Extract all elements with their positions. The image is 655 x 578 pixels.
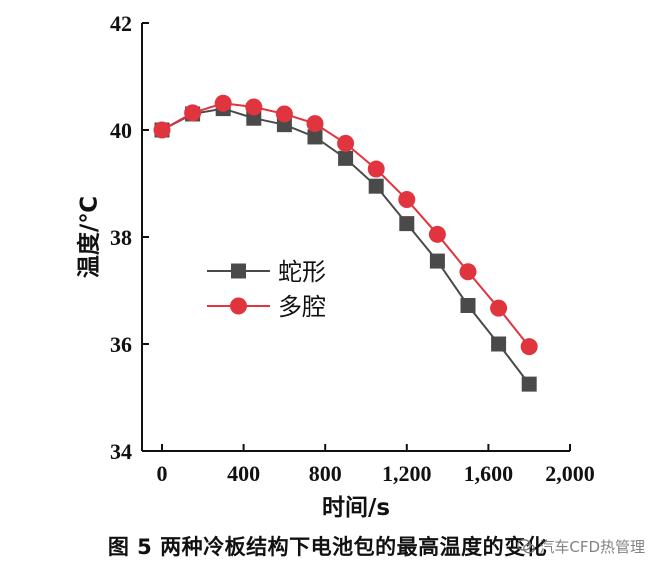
data-point [491, 336, 507, 352]
legend-marker [230, 297, 247, 315]
y-tick-label: 34 [110, 439, 132, 464]
tick-marks: 34 36 38 40 42 0 400 800 1,200 1,600 2,000 [110, 11, 595, 486]
figure-caption: 图 5 两种冷板结构下电池包的最高温度的变化 [107, 535, 548, 559]
y-tick-label: 42 [110, 11, 132, 36]
x-tick-label: 400 [227, 461, 260, 486]
legend-label: 蛇形 [278, 258, 326, 286]
y-tick-label: 38 [110, 225, 132, 250]
data-point [338, 150, 354, 166]
data-point [307, 129, 323, 145]
x-tick-label: 1,600 [464, 461, 514, 486]
data-point [490, 299, 508, 317]
x-tick-label: 0 [157, 461, 168, 486]
legend-item-2: 多腔 [207, 293, 326, 321]
x-tick-label: 1,200 [382, 461, 432, 486]
data-point [398, 191, 416, 209]
data-point [429, 253, 445, 269]
watermark-text: 汽车CFD热管理 [539, 538, 645, 556]
data-point [306, 115, 324, 133]
data-point [428, 225, 446, 243]
series-layer [153, 94, 538, 392]
x-tick-label: 800 [309, 461, 342, 486]
data-point [275, 105, 293, 123]
wechat-icon [517, 539, 536, 554]
data-point [184, 104, 202, 122]
y-tick-label: 40 [110, 118, 132, 143]
data-point [459, 263, 477, 281]
data-point [214, 94, 232, 112]
data-point [245, 98, 263, 116]
data-point [368, 178, 384, 194]
legend-label: 多腔 [278, 293, 326, 321]
data-point [521, 376, 537, 392]
legend-marker [231, 263, 246, 279]
y-axis-title: 温度/℃ [76, 196, 103, 278]
data-point [460, 297, 476, 313]
data-point [367, 160, 385, 178]
y-tick-label: 36 [110, 332, 132, 357]
x-tick-label: 2,000 [545, 461, 595, 486]
series-2 [153, 94, 538, 356]
axes [141, 23, 570, 452]
watermark: 汽车CFD热管理 [517, 536, 645, 557]
data-point [520, 338, 538, 356]
legend-item-1: 蛇形 [207, 258, 326, 286]
data-point [337, 134, 355, 152]
x-axis-title: 时间/s [322, 495, 390, 521]
data-point [399, 216, 415, 232]
data-point [153, 121, 171, 139]
